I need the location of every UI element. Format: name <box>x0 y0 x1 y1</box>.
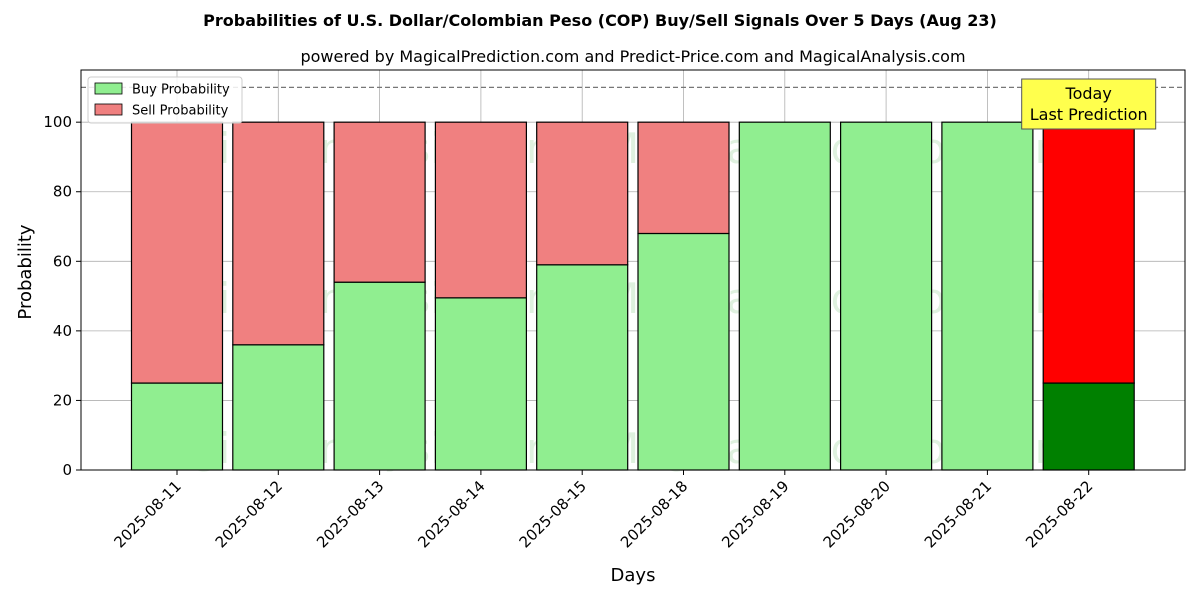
y-tick-label: 0 <box>62 461 72 479</box>
plot-frame <box>80 69 1186 471</box>
x-tick-label: 2025-08-19 <box>718 477 792 551</box>
x-tick-label: 2025-08-15 <box>516 477 590 551</box>
chart-title: Probabilities of U.S. Dollar/Colombian P… <box>203 11 997 30</box>
bar-buy <box>434 297 527 471</box>
bar-buy <box>536 264 629 471</box>
bar-sell <box>232 121 325 346</box>
annotation-layer: Today Last Prediction <box>1021 78 1157 130</box>
bar-sell <box>637 121 730 235</box>
bar-buy <box>839 121 933 471</box>
x-tick-label: 2025-08-11 <box>110 477 184 551</box>
bar-sell <box>434 121 527 299</box>
chart-subtitle: powered by MagicalPrediction.com and Pre… <box>300 47 965 66</box>
bar-buy <box>232 344 325 471</box>
legend-swatch-sell <box>94 103 123 116</box>
y-tick-label: 40 <box>53 322 72 340</box>
legend-label-buy: Buy Probability <box>132 83 230 98</box>
x-tick-label: 2025-08-14 <box>414 477 488 551</box>
bar-sell <box>536 121 629 266</box>
y-tick-label: 100 <box>43 113 72 131</box>
bar-buy <box>637 232 730 471</box>
annotation-line: Last Prediction <box>1030 105 1148 124</box>
y-tick-label: 80 <box>53 183 72 201</box>
bar-buy <box>1042 382 1135 471</box>
x-tick-label: 2025-08-21 <box>921 477 995 551</box>
bar-sell <box>333 121 426 283</box>
bar-buy <box>130 382 224 471</box>
annotation-box <box>1021 78 1157 130</box>
x-tick-label: 2025-08-22 <box>1022 477 1096 551</box>
legend-swatch-buy <box>94 82 123 95</box>
x-tick-label: 2025-08-18 <box>617 477 691 551</box>
bar-sell <box>130 121 224 384</box>
y-tick-label: 20 <box>53 391 72 409</box>
annotation-line: Today <box>1065 84 1112 103</box>
y-tick-label: 60 <box>53 252 72 270</box>
legend-frame <box>87 76 243 124</box>
x-tick-label: 2025-08-13 <box>313 477 387 551</box>
legend: Buy Probability Sell Probability <box>87 76 243 124</box>
bar-sell <box>1042 121 1135 384</box>
legend-label-sell: Sell Probability <box>132 104 229 119</box>
bar-buy <box>333 281 426 471</box>
bar-layer <box>81 86 1185 471</box>
x-axis-label: Days <box>611 565 656 586</box>
x-tick-label: 2025-08-20 <box>820 477 894 551</box>
bar-buy <box>941 121 1034 471</box>
x-tick-label: 2025-08-12 <box>212 477 286 551</box>
y-axis-label: Probability <box>15 224 36 319</box>
bar-buy <box>738 121 831 471</box>
